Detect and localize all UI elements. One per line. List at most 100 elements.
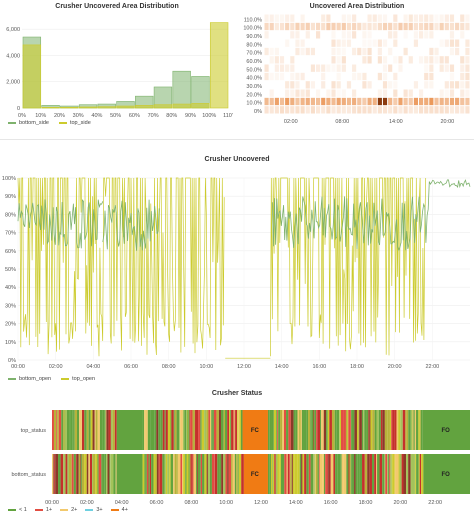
- heatmap-cell: [362, 31, 367, 39]
- status-cell: [318, 454, 320, 494]
- heatmap-cell: [408, 56, 413, 64]
- heatmap-cell: [460, 81, 465, 89]
- status-cell: [349, 454, 351, 494]
- heatmap-cell: [295, 89, 300, 97]
- heatmap-cell: [382, 97, 388, 106]
- heatmap-cell: [357, 97, 362, 106]
- status-cell: [388, 454, 390, 494]
- heatmap-cell: [372, 97, 377, 106]
- heatmap-cell: [264, 22, 269, 31]
- legend-item-lt1[interactable]: < 1: [8, 507, 27, 513]
- status-cell: [88, 410, 91, 450]
- heatmap-cell: [388, 106, 393, 114]
- x-tick-label: 06:00: [124, 364, 138, 370]
- status-cell: [63, 410, 65, 450]
- status-cell: [302, 454, 305, 494]
- status-cell: [97, 454, 99, 494]
- legend-swatch: [8, 122, 16, 124]
- heatmap-cell: [285, 81, 290, 89]
- status-cell: [314, 454, 316, 494]
- status-cell: [421, 454, 424, 494]
- heatmap-cell: [444, 97, 449, 106]
- heatmap-cell: [449, 14, 455, 22]
- status-cell: [219, 454, 222, 494]
- status-cell: [238, 454, 242, 494]
- status-cell: [329, 454, 331, 494]
- heatmap-cell: [382, 56, 388, 64]
- status-cell: [400, 410, 403, 450]
- status-cell: [57, 410, 59, 450]
- status-cell: [313, 410, 315, 450]
- heatmap-cell: [465, 39, 470, 47]
- heatmap-cell: [393, 72, 398, 81]
- heatmap-cell: [403, 106, 408, 114]
- legend-item-top-side[interactable]: top_side: [58, 120, 91, 126]
- status-cell: [75, 454, 77, 494]
- legend-item-bottom-side[interactable]: bottom_side: [8, 120, 49, 126]
- legend-label: 3+: [96, 507, 103, 513]
- heatmap-cell: [382, 81, 388, 89]
- heatmap-cell: [346, 31, 352, 39]
- y-tick-label: 20%: [5, 322, 16, 328]
- heatmap-cell: [352, 72, 357, 81]
- legend-item-bottom-open[interactable]: bottom_open: [8, 376, 51, 382]
- heatmap-cell: [382, 39, 388, 47]
- heatmap-cell: [449, 64, 455, 72]
- status-cell: [422, 410, 470, 450]
- status-cell: [341, 410, 344, 450]
- status-cell: [142, 454, 145, 494]
- status-cell: [291, 454, 293, 494]
- status-cell: [179, 410, 181, 450]
- histogram-bar: [172, 70, 191, 109]
- legend-item-3plus[interactable]: 3+: [85, 507, 103, 513]
- heatmap-cell: [465, 72, 470, 81]
- heatmap-cell: [377, 22, 382, 31]
- heatmap-cell: [367, 106, 372, 114]
- heatmap-cell: [393, 106, 398, 114]
- heatmap-cell: [352, 31, 357, 39]
- status-chart: top_status FC FO bottom_status FC FO 00:00 02:0…: [11, 410, 470, 506]
- status-cell: [151, 454, 154, 494]
- status-cell: [363, 410, 365, 450]
- heatmap-cell: [444, 56, 449, 64]
- status-cell: [192, 410, 195, 450]
- status-cell: [418, 410, 420, 450]
- x-tick-label: 40%: [91, 113, 102, 119]
- heatmap-cell: [290, 97, 295, 106]
- heatmap-cell: [388, 47, 393, 56]
- status-cell: [165, 454, 168, 494]
- status-cell: [61, 410, 64, 450]
- heatmap-cell: [310, 47, 315, 56]
- heatmap-cell: [408, 22, 413, 31]
- status-cell: [384, 410, 388, 450]
- x-tick-label: 14:00: [289, 500, 303, 506]
- status-cell: [207, 454, 210, 494]
- legend-item-1plus[interactable]: 1+: [34, 507, 52, 513]
- legend-item-2plus[interactable]: 2+: [60, 507, 77, 513]
- heatmap-cell: [424, 64, 429, 72]
- status-cell: [54, 454, 56, 494]
- heatmap-cell: [403, 31, 408, 39]
- status-cell: [416, 454, 419, 494]
- status-cell: [356, 410, 359, 450]
- status-cell: [153, 454, 156, 494]
- heatmap-cell: [305, 47, 310, 56]
- status-cell: [189, 454, 191, 494]
- heatmap-cell: [310, 81, 315, 89]
- heatmap-cell: [403, 22, 408, 31]
- heatmap-cell: [264, 47, 269, 56]
- heatmap-cell: [398, 56, 403, 64]
- status-cell: [384, 454, 386, 494]
- heatmap-cell: [279, 14, 285, 22]
- status-cell: [184, 410, 187, 450]
- y-tick-label: 30%: [5, 303, 16, 309]
- status-cell: [327, 454, 329, 494]
- heatmap-cell: [455, 22, 460, 31]
- legend-item-top-open[interactable]: top_open: [61, 376, 95, 382]
- legend-item-4plus[interactable]: 4+: [110, 507, 128, 513]
- heatmap-cell: [279, 72, 285, 81]
- heatmap-cell: [372, 39, 377, 47]
- x-tick-label: 100%: [202, 113, 216, 119]
- status-cell: [187, 410, 189, 450]
- heatmap-cell: [362, 47, 367, 56]
